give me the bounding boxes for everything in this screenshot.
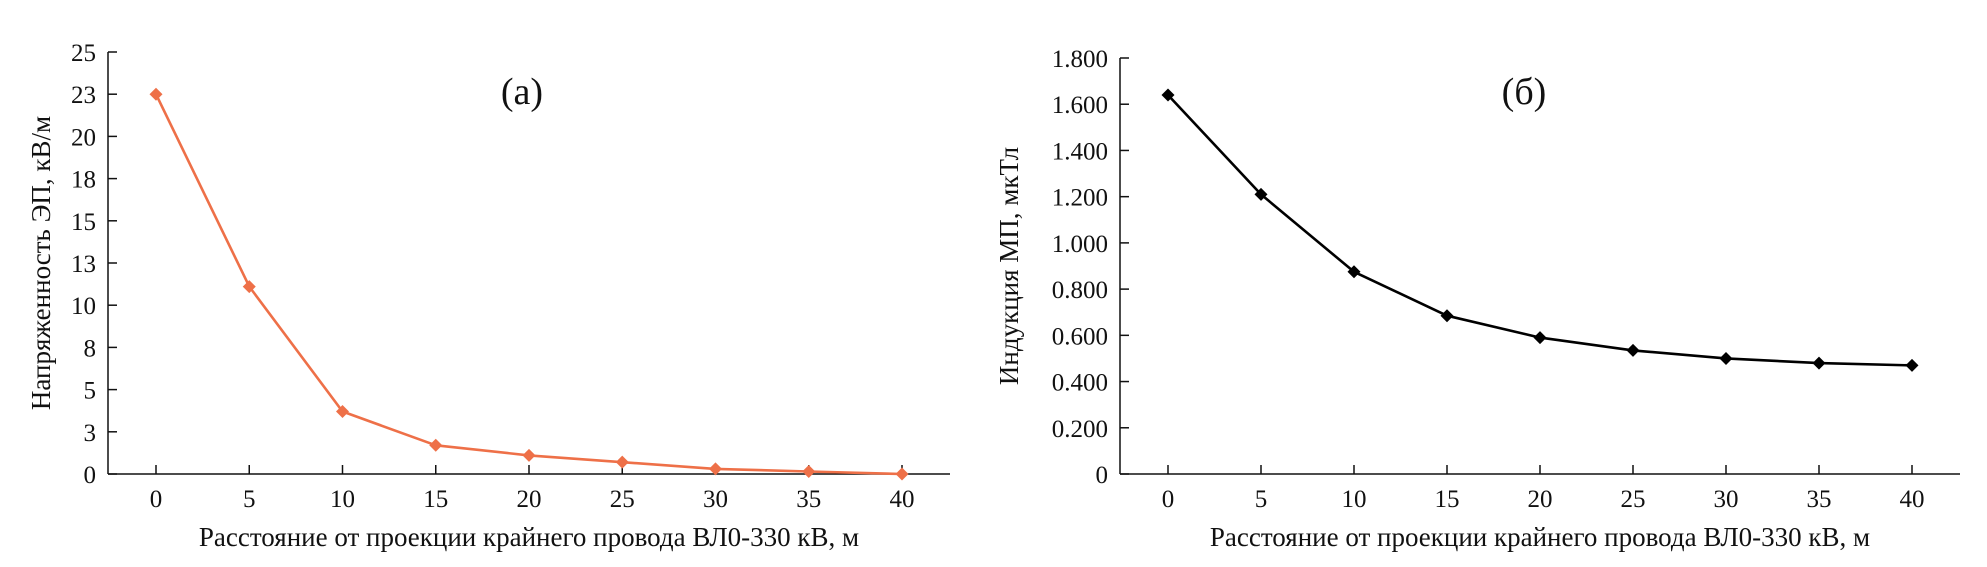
data-point-marker xyxy=(1254,187,1268,201)
series-line xyxy=(154,93,903,476)
x-axis-title: Расстояние от проекции крайнего провода … xyxy=(199,522,859,552)
chart-b: 0 0.200 0.400 0.600 0.800 1.000 1.200 1.400 1.60… xyxy=(994,46,1960,552)
data-point-marker xyxy=(1347,265,1361,279)
data-point-marker xyxy=(1719,351,1733,365)
y-tick-label: 0 xyxy=(1096,462,1109,489)
x-tick-label: 15 xyxy=(423,486,448,513)
data-point-marker xyxy=(1812,356,1826,370)
y-tick-label: 1.200 xyxy=(1052,185,1108,212)
data-point-marker xyxy=(1161,88,1175,102)
y-tick-label: 18 xyxy=(71,167,96,194)
y-tick-label: 1.800 xyxy=(1052,46,1108,73)
y-tick-label: 1.000 xyxy=(1052,231,1108,258)
x-tick-label: 0 xyxy=(150,486,163,513)
y-tick-label: 1.400 xyxy=(1052,138,1108,165)
y-tick-label: 15 xyxy=(71,209,96,236)
x-tick-label: 35 xyxy=(796,486,821,513)
y-tick-label: 0.800 xyxy=(1052,277,1108,304)
data-point-marker xyxy=(1440,309,1454,323)
data-point-marker xyxy=(149,87,163,101)
data-point-marker xyxy=(895,467,909,481)
data-point-marker xyxy=(615,455,629,469)
y-tick-label: 0.600 xyxy=(1052,323,1108,350)
x-tick-label: 25 xyxy=(610,486,635,513)
data-point-marker xyxy=(1533,331,1547,345)
y-tick-label: 13 xyxy=(71,251,96,278)
y-tick-label: 10 xyxy=(71,293,96,320)
y-tick-label: 23 xyxy=(71,82,96,109)
x-tick-label: 0 xyxy=(1162,486,1175,513)
data-point-marker xyxy=(242,280,256,294)
y-tick-label: 0.200 xyxy=(1052,416,1108,443)
x-tick-label: 25 xyxy=(1621,486,1646,513)
y-axis-title: Напряженность ЭП, кВ/м xyxy=(26,116,56,410)
data-point-marker xyxy=(1626,343,1640,357)
x-tick-label: 40 xyxy=(1900,486,1925,513)
y-tick-label: 0 xyxy=(84,462,97,489)
series-line xyxy=(1167,94,1913,367)
x-tick-label: 10 xyxy=(330,486,355,513)
data-point-marker xyxy=(1905,358,1919,372)
y-tick-label: 5 xyxy=(84,378,97,405)
panel-label: (б) xyxy=(1502,71,1547,113)
y-tick-label: 8 xyxy=(84,335,97,362)
data-point-marker xyxy=(429,438,443,452)
data-point-marker xyxy=(336,405,349,419)
data-point-marker xyxy=(709,462,722,476)
panel-label: (а) xyxy=(501,71,543,113)
x-tick-label: 35 xyxy=(1807,486,1832,513)
x-tick-label: 5 xyxy=(243,486,256,513)
data-point-marker xyxy=(522,448,536,462)
data-point-marker xyxy=(802,464,816,478)
x-tick-label: 30 xyxy=(1714,486,1739,513)
y-tick-label: 3 xyxy=(84,420,97,447)
y-tick-label: 0.400 xyxy=(1052,370,1108,397)
x-tick-label: 20 xyxy=(1528,486,1553,513)
x-tick-label: 30 xyxy=(703,486,728,513)
y-axis-title: Индукция МП, мкТл xyxy=(994,147,1024,385)
x-tick-label: 40 xyxy=(890,486,915,513)
x-tick-label: 10 xyxy=(1342,486,1367,513)
x-axis-title: Расстояние от проекции крайнего провода … xyxy=(1210,522,1870,552)
y-tick-label: 25 xyxy=(71,40,96,67)
y-tick-label: 1.600 xyxy=(1052,92,1108,119)
x-tick-label: 5 xyxy=(1255,486,1268,513)
x-tick-label: 20 xyxy=(517,486,542,513)
y-tick-label: 20 xyxy=(71,124,96,151)
x-tick-label: 15 xyxy=(1435,486,1460,513)
